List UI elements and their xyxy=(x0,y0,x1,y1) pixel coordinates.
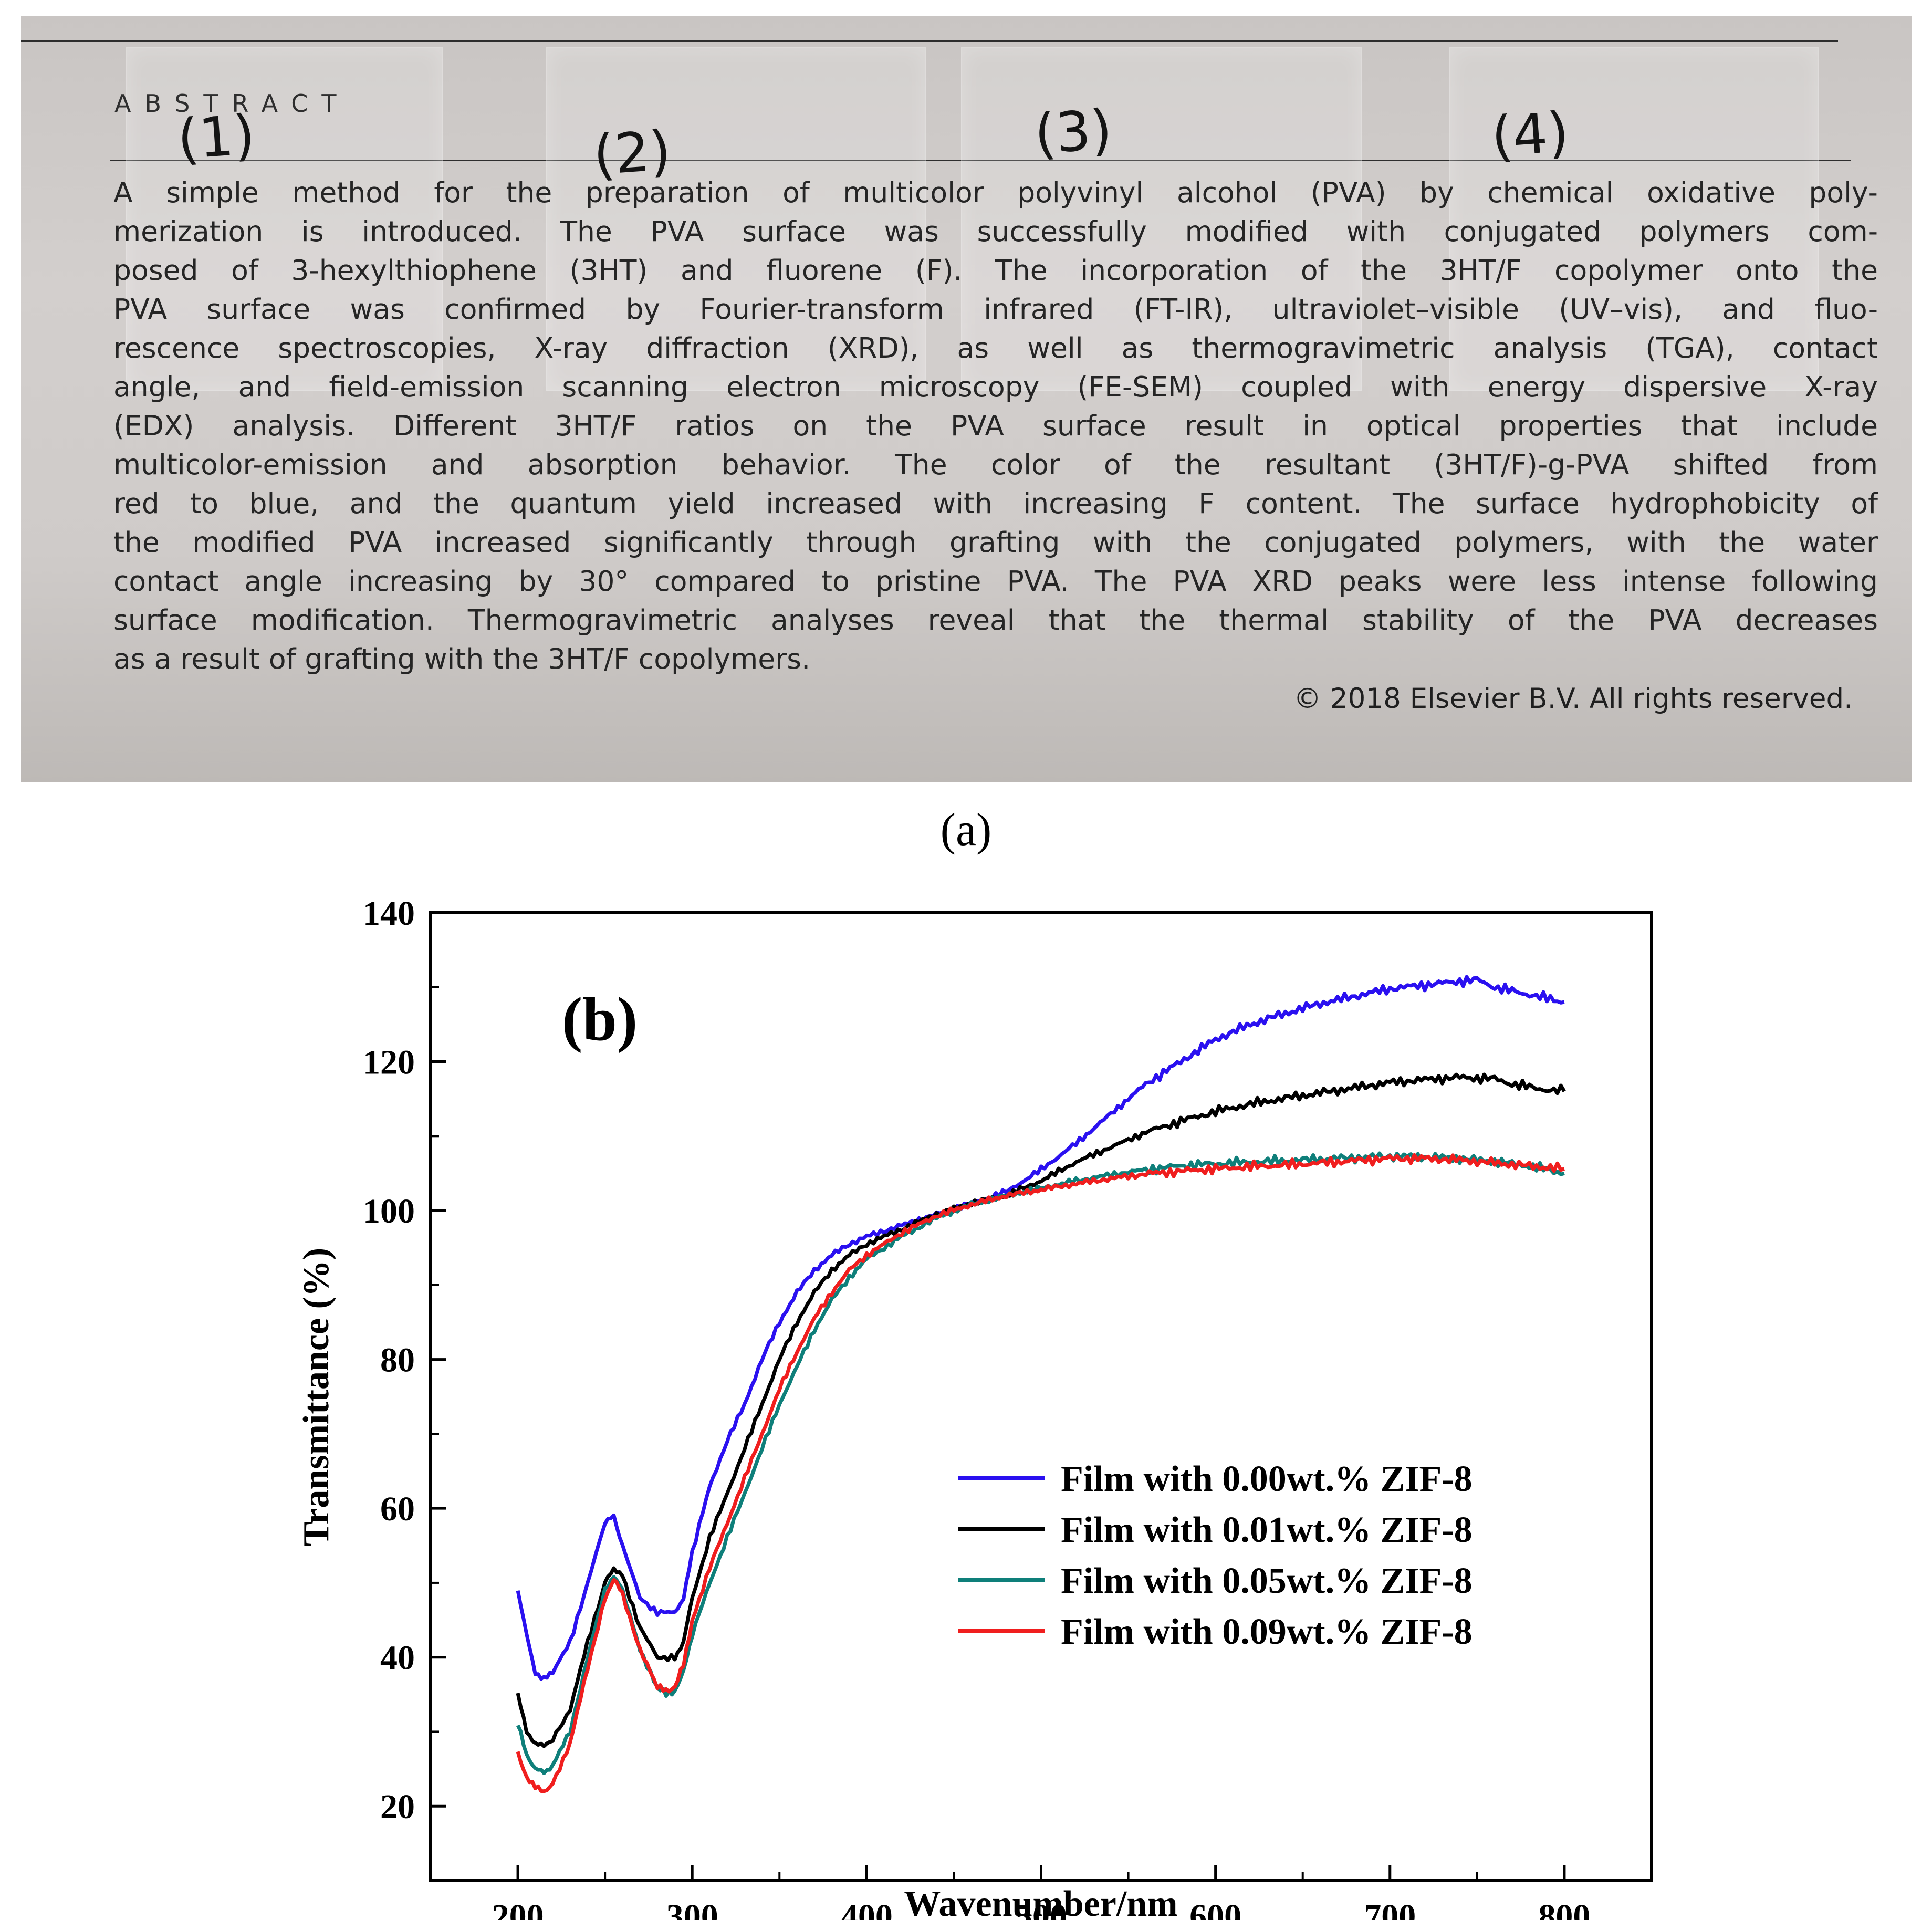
y-tick-label: 40 xyxy=(380,1639,415,1677)
abstract-line-last: as a result of grafting with the 3HT/F c… xyxy=(113,642,811,675)
top-rule xyxy=(21,40,1838,42)
legend-label: Film with 0.01wt.% ZIF-8 xyxy=(1061,1510,1473,1550)
axis-ticks: 200 300 400 500 600 700 800 20 40 60 80 100 120 140 xyxy=(363,894,1653,1920)
abstract-photo: ABSTRACT (1) (2) (3) (4) A simple method… xyxy=(21,16,1912,782)
y-tick-label: 80 xyxy=(380,1341,415,1380)
y-tick-label: 100 xyxy=(363,1192,415,1230)
x-tick-label: 600 xyxy=(1189,1897,1241,1920)
series-lines xyxy=(516,975,1566,1793)
x-tick-label: 300 xyxy=(666,1897,718,1920)
abstract-line: A simple method for the preparation of m… xyxy=(113,176,1878,209)
abstract-body: A simple method for the preparation of m… xyxy=(113,173,1878,679)
plot-frame xyxy=(429,911,1653,1882)
film-sample-1 xyxy=(126,47,443,391)
abstract-line: (EDX) analysis. Different 3HT/F ratios o… xyxy=(113,409,1878,442)
abstract-line: posed of 3-hexylthiophene (3HT) and fluo… xyxy=(113,254,1878,287)
series-line xyxy=(516,1153,1565,1793)
y-tick-label: 120 xyxy=(363,1044,415,1082)
panel-a-label: (a) xyxy=(940,805,992,855)
legend-label: Film with 0.05wt.% ZIF-8 xyxy=(1061,1561,1473,1601)
abstract-line: PVA surface was confirmed by Fourier-tra… xyxy=(113,293,1878,326)
x-tick-label: 700 xyxy=(1364,1897,1416,1920)
x-tick-label: 200 xyxy=(492,1897,544,1920)
film-sample-4 xyxy=(1449,47,1819,391)
heading-rule xyxy=(110,160,1851,161)
film-sample-3 xyxy=(961,47,1362,391)
abstract-line: multicolor-emission and absorption behav… xyxy=(113,448,1878,481)
abstract-line: the modified PVA increased significantly… xyxy=(113,526,1878,559)
abstract-line: merization is introduced. The PVA surfac… xyxy=(113,215,1878,248)
legend-label: Film with 0.09wt.% ZIF-8 xyxy=(1061,1612,1473,1652)
x-tick-label: 400 xyxy=(841,1897,893,1920)
abstract-line: angle, and field-emission scanning elect… xyxy=(113,370,1878,403)
copyright-notice: © 2018 Elsevier B.V. All rights reserved… xyxy=(1293,683,1853,715)
series-line xyxy=(516,975,1565,1681)
legend-label: Film with 0.00wt.% ZIF-8 xyxy=(1061,1459,1473,1499)
abstract-line: contact angle increasing by 30° compared… xyxy=(113,565,1878,598)
y-tick-label: 20 xyxy=(380,1788,415,1826)
abstract-heading: ABSTRACT xyxy=(114,89,350,118)
film-sample-2 xyxy=(546,47,926,391)
abstract-line: rescence spectroscopies, X-ray diffracti… xyxy=(113,331,1878,364)
x-tick-label: 800 xyxy=(1538,1897,1590,1920)
y-tick-label: 60 xyxy=(380,1490,415,1528)
x-axis-label: Wavenumber/nm xyxy=(904,1884,1177,1920)
y-tick-label: 140 xyxy=(363,894,415,933)
series-line xyxy=(516,1072,1566,1748)
abstract-line: surface modification. Thermogravimetric … xyxy=(113,603,1878,636)
x-tick-label: 500 xyxy=(1015,1897,1067,1920)
y-axis-label: Transmittance (%) xyxy=(296,1248,337,1546)
legend: Film with 0.00wt.% ZIF-8 Film with 0.01wt… xyxy=(958,1459,1473,1652)
panel-b-label: (b) xyxy=(562,985,638,1053)
abstract-line: red to blue, and the quantum yield incre… xyxy=(113,487,1878,520)
